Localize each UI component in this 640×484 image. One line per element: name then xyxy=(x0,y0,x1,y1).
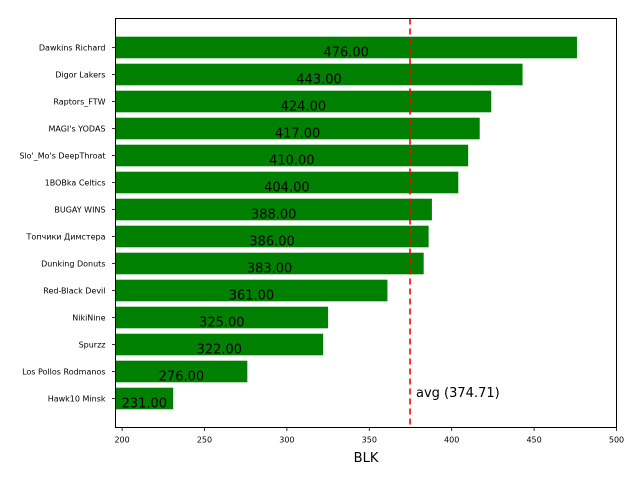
x-tick-label-2: 300 xyxy=(279,436,294,445)
x-tick-label-0: 200 xyxy=(114,436,129,445)
average-label: avg (374.71) xyxy=(416,386,500,401)
bar-value-label-0: 476.00 xyxy=(323,46,369,61)
bar-2 xyxy=(115,90,492,113)
y-tick-label-4: Slo'_Mo's DeepThroat xyxy=(19,152,105,161)
y-tick-label-2: Raptors_FTW xyxy=(53,98,105,107)
bar-value-label-2: 424.00 xyxy=(281,100,327,115)
y-tick-label-6: BUGAY WINS xyxy=(54,206,105,215)
y-tick-label-3: MAGI's YODAS xyxy=(48,125,105,134)
x-tick-label-4: 400 xyxy=(444,436,459,445)
bar-1 xyxy=(115,63,523,86)
bar-10 xyxy=(115,306,329,329)
x-tick-label-1: 250 xyxy=(197,436,212,445)
bar-6 xyxy=(115,198,432,221)
x-axis-label: BLK xyxy=(354,451,379,466)
bar-8 xyxy=(115,252,424,275)
bar-13 xyxy=(115,387,174,410)
bar-value-label-10: 325.00 xyxy=(199,316,245,331)
y-axis: Dawkins Richard Digor Lakers Raptors_FTW MA… xyxy=(19,44,116,404)
bar-9 xyxy=(115,279,388,302)
value-labels-layer: 476.00 443.00 424.00 417.00 410.00 404.00 388.… xyxy=(122,46,369,412)
bar-value-label-5: 404.00 xyxy=(264,181,310,196)
bar-0 xyxy=(115,36,577,59)
y-tick-label-8: Dunking Donuts xyxy=(41,260,105,269)
y-tick-label-1: Digor Lakers xyxy=(55,71,105,80)
y-tick-label-7: Топчики Димстера xyxy=(26,233,106,242)
x-tick-label-3: 350 xyxy=(362,436,377,445)
bar-value-label-13: 231.00 xyxy=(122,397,168,412)
x-axis: 200 250 300 350 400 450 500 xyxy=(114,427,624,445)
x-tick-label-6: 500 xyxy=(609,436,624,445)
bar-7 xyxy=(115,225,429,248)
bar-4 xyxy=(115,144,469,167)
y-tick-label-5: 1BOBka Celtics xyxy=(45,179,106,188)
y-tick-label-10: NikiNine xyxy=(72,314,105,323)
bar-value-label-6: 388.00 xyxy=(251,208,297,223)
bar-value-label-7: 386.00 xyxy=(249,235,295,250)
y-tick-label-12: Los Pollos Rodmanos xyxy=(22,368,105,377)
y-tick-label-13: Hawk10 Minsk xyxy=(48,395,106,404)
average-layer: avg (374.71) xyxy=(409,18,500,428)
bars-layer xyxy=(115,36,577,410)
x-tick-label-5: 450 xyxy=(526,436,541,445)
bar-value-label-1: 443.00 xyxy=(296,73,342,88)
bar-11 xyxy=(115,333,324,356)
bar-value-label-9: 361.00 xyxy=(229,289,275,304)
bar-3 xyxy=(115,117,480,140)
bar-value-label-8: 383.00 xyxy=(247,262,293,277)
bar-value-label-11: 322.00 xyxy=(197,343,243,358)
bar-5 xyxy=(115,171,459,194)
plot-frame xyxy=(115,18,617,428)
bar-12 xyxy=(115,360,248,383)
bar-value-label-4: 410.00 xyxy=(269,154,315,169)
bar-value-label-12: 276.00 xyxy=(159,370,205,385)
y-tick-label-9: Red-Black Devil xyxy=(43,287,105,296)
y-tick-label-11: Spurzz xyxy=(79,341,106,350)
y-tick-label-0: Dawkins Richard xyxy=(39,44,106,53)
bar-value-label-3: 417.00 xyxy=(275,127,321,142)
